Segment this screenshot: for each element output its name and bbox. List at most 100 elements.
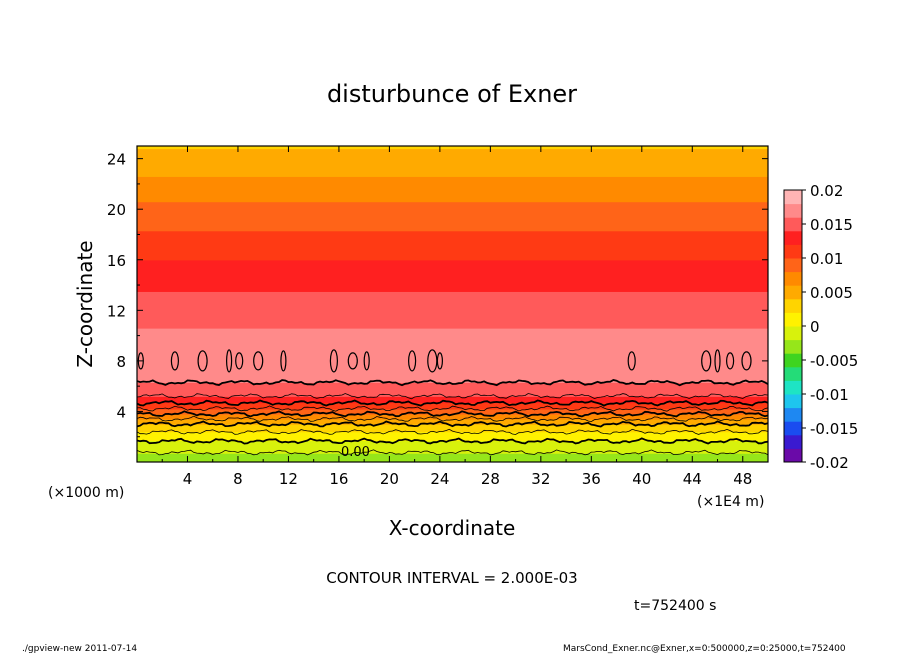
field-band: [137, 166, 768, 169]
field-band: [137, 314, 768, 316]
x-tick-label: 48: [733, 470, 752, 488]
field-band: [137, 400, 768, 402]
field-band: [137, 224, 768, 227]
field-band: [137, 321, 768, 324]
field-band: [137, 358, 768, 361]
field-band: [137, 336, 768, 339]
field-band: [137, 445, 768, 448]
field-band: [137, 158, 768, 161]
field-band: [137, 252, 768, 255]
field-band: [137, 437, 768, 440]
y-tick-label: 24: [107, 151, 126, 169]
field-band: [137, 216, 768, 219]
field-band: [137, 238, 768, 241]
field-band: [137, 200, 768, 203]
field-band: [137, 226, 768, 229]
field-band: [137, 264, 768, 267]
field-band: [137, 402, 768, 405]
field-band: [137, 309, 768, 311]
field-band: [137, 159, 768, 162]
field-band: [137, 156, 768, 158]
colorbar-swatch: [784, 434, 802, 449]
field-band: [137, 180, 768, 182]
field-band: [137, 379, 768, 382]
field-band: [137, 324, 768, 327]
field-band: [137, 311, 768, 314]
field-band: [137, 348, 768, 351]
field-band: [137, 247, 768, 249]
field-band: [137, 367, 768, 370]
field-band: [137, 153, 768, 156]
field-band: [137, 192, 768, 195]
field-band: [137, 373, 768, 376]
chart-title: disturbunce of Exner: [327, 80, 577, 108]
field-band: [137, 441, 768, 444]
contour-loop: [329, 349, 338, 373]
field-band: [137, 298, 768, 301]
colorbar-tick-label: -0.02: [810, 454, 849, 472]
contour-label: 0.00: [341, 445, 370, 460]
field-band: [137, 307, 768, 310]
field-band: [137, 291, 768, 294]
contour-line: [137, 393, 768, 400]
field-band: [137, 219, 768, 222]
field-band: [137, 424, 768, 426]
colorbar-swatch: [784, 312, 802, 327]
field-band: [137, 274, 768, 277]
field-band: [137, 328, 768, 330]
field-band: [137, 279, 768, 282]
contour-line: [137, 428, 768, 435]
field-band: [137, 417, 768, 420]
field-band: [137, 454, 768, 457]
field-band: [137, 389, 768, 392]
field-band: [137, 214, 768, 217]
field-band: [137, 416, 768, 419]
field-band: [137, 273, 768, 276]
field-band: [137, 221, 768, 224]
x-tick-label: 20: [380, 470, 399, 488]
contour-loop: [347, 352, 358, 370]
colorbar-swatch: [784, 258, 802, 273]
field-band: [137, 272, 768, 275]
field-band: [137, 190, 768, 193]
field-band: [137, 171, 768, 174]
contour-loop: [197, 350, 208, 372]
contour-loop: [170, 351, 179, 371]
field-band: [137, 209, 768, 212]
field-band: [137, 422, 768, 425]
x-unit-left: (×1000 m): [48, 485, 124, 501]
field-band: [137, 154, 768, 157]
field-band: [137, 326, 768, 329]
field-band: [137, 237, 768, 239]
field-band: [137, 381, 768, 383]
field-band: [137, 440, 768, 443]
contour-line: [137, 449, 768, 456]
field-band: [137, 212, 768, 215]
colorbar-tick-label: 0.02: [810, 182, 843, 200]
field-band: [137, 254, 768, 257]
colorbar-swatch: [784, 394, 802, 409]
field-band: [137, 341, 768, 344]
field-band: [137, 322, 768, 325]
field-band: [137, 239, 768, 242]
field-band: [137, 201, 768, 204]
field-band: [137, 317, 768, 320]
field-band: [137, 206, 768, 209]
field-band: [137, 199, 768, 201]
field-band: [137, 387, 768, 390]
field-band: [137, 312, 768, 315]
field-band: [137, 261, 768, 263]
field-band: [137, 296, 768, 299]
contour-loop: [714, 349, 721, 373]
field-band: [137, 242, 768, 244]
field-band: [137, 352, 768, 354]
field-band: [137, 282, 768, 285]
field-band: [137, 178, 768, 181]
field-band: [137, 429, 768, 431]
time-text: t=752400 s: [634, 598, 716, 614]
field-band: [137, 295, 768, 298]
field-band: [137, 432, 768, 435]
contour-line: [137, 399, 768, 407]
field-band: [137, 455, 768, 458]
field-band: [137, 415, 768, 418]
